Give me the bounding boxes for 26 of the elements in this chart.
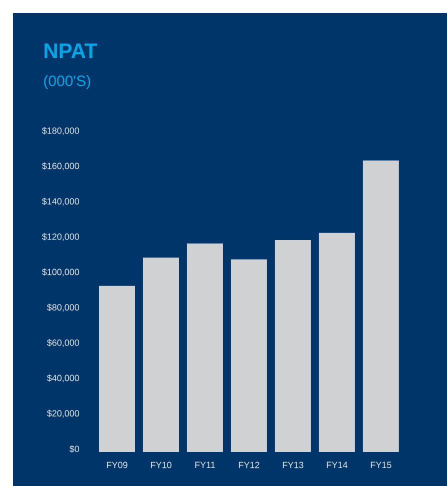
bar: [362, 160, 399, 452]
y-tick-label: $120,000: [42, 233, 80, 241]
x-tick-label: FY15: [370, 462, 392, 468]
bar: [142, 258, 179, 452]
x-tick-label: FY11: [195, 462, 215, 468]
y-tick-label: $40,000: [46, 374, 80, 382]
bar: [274, 240, 311, 452]
x-tick-label: FY12: [238, 462, 260, 468]
y-tick-label: $160,000: [42, 162, 80, 170]
y-tick-label: $140,000: [42, 198, 80, 206]
x-tick-label: FY10: [150, 462, 172, 468]
bar: [230, 259, 267, 452]
chart-subtitle: (000'S): [44, 75, 90, 90]
bar: [186, 244, 223, 452]
bar: [99, 286, 135, 452]
chart-title: NPAT: [44, 44, 98, 58]
y-tick-label: $180,000: [42, 127, 80, 135]
x-tick-label: FY13: [282, 462, 304, 468]
x-tick-label: FY14: [326, 462, 348, 468]
bar: [318, 232, 355, 452]
x-tick-label: FY09: [106, 462, 128, 468]
y-tick-label: $100,000: [42, 268, 80, 276]
y-tick-label: $20,000: [46, 410, 80, 418]
y-tick-label: $80,000: [46, 304, 80, 312]
y-tick-label: $60,000: [46, 339, 80, 347]
y-tick-label: $0: [70, 445, 80, 453]
